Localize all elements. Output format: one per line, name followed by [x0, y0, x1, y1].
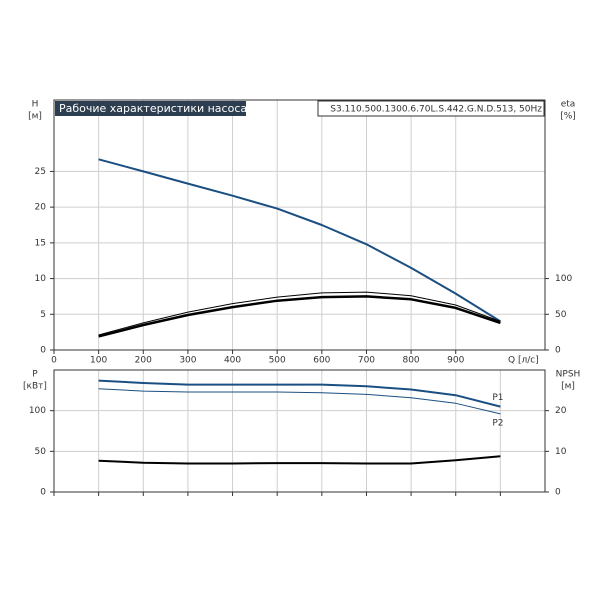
series-line: [98, 388, 501, 415]
x-tick-label: 100: [90, 356, 107, 366]
chart-subtitle: S3.110.500.1300.6.70L.S.442.G.N.D.513, 5…: [330, 105, 542, 115]
y2-axis-label: NPSH: [556, 370, 581, 380]
series-line: [98, 379, 501, 408]
y-axis-unit: [кВт]: [23, 382, 47, 392]
y-tick-label: 0: [40, 346, 46, 356]
y-axis-label: H: [32, 100, 39, 110]
plot-area: [54, 370, 545, 492]
plot-frame: [53, 369, 546, 493]
y-tick-label: 15: [35, 238, 46, 248]
model-box: [317, 100, 545, 117]
x-tick-label: 300: [179, 356, 196, 366]
x-tick-label: 200: [135, 356, 152, 366]
y2-tick-label: 0: [555, 488, 561, 498]
title-box: [55, 101, 246, 116]
y2-tick-label: 100: [555, 274, 572, 284]
y2-tick-label: 10: [555, 447, 567, 457]
y2-tick-label: 50: [555, 310, 567, 320]
y2-tick-label: 0: [555, 346, 561, 356]
x-tick-label: 0: [51, 356, 57, 366]
y-tick-label: 50: [35, 447, 47, 457]
y2-axis-unit: [м]: [561, 382, 575, 392]
series-line: [98, 455, 501, 465]
y-axis-label: P: [32, 370, 38, 380]
series-label: P1: [492, 393, 503, 403]
x-tick-label: 600: [313, 356, 330, 366]
series-line: [98, 158, 501, 323]
x-tick-label: 900: [447, 356, 464, 366]
x-axis-label: Q [л/с]: [508, 356, 539, 366]
chart-title: Рабочие характеристики насоса: [59, 102, 247, 115]
x-tick-label: 400: [224, 356, 241, 366]
x-tick-label: 700: [358, 356, 375, 366]
series-line: [98, 291, 501, 336]
plot-frame: [53, 99, 546, 351]
y-tick-label: 25: [35, 167, 46, 177]
x-tick-label: 800: [402, 356, 419, 366]
x-tick-label: 500: [269, 356, 286, 366]
y-tick-label: 5: [40, 310, 46, 320]
y-tick-label: 20: [35, 203, 47, 213]
y-tick-label: 10: [35, 274, 47, 284]
y-tick-label: 100: [29, 406, 46, 416]
y2-axis-unit: [%]: [560, 112, 576, 122]
plot-area: [54, 100, 545, 350]
series-line: [98, 295, 501, 338]
y2-tick-label: 20: [555, 406, 567, 416]
y-axis-unit: [м]: [28, 112, 42, 122]
series-label: P2: [492, 418, 503, 428]
y-tick-label: 0: [40, 488, 46, 498]
y2-axis-label: eta: [561, 100, 576, 110]
